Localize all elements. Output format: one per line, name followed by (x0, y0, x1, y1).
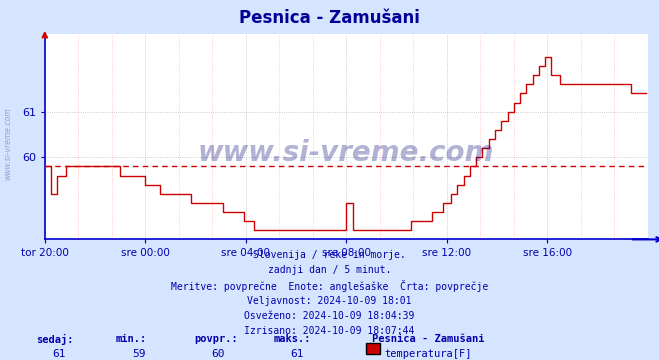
Text: Slovenija / reke in morje.: Slovenija / reke in morje. (253, 250, 406, 260)
Text: 60: 60 (211, 349, 224, 359)
Text: Pesnica - Zamušani: Pesnica - Zamušani (239, 9, 420, 27)
Text: Meritve: povprečne  Enote: anglešaške  Črta: povprečje: Meritve: povprečne Enote: anglešaške Črt… (171, 280, 488, 292)
Text: zadnji dan / 5 minut.: zadnji dan / 5 minut. (268, 265, 391, 275)
Text: sedaj:: sedaj: (36, 334, 74, 345)
Text: www.si-vreme.com: www.si-vreme.com (198, 139, 494, 167)
Text: povpr.:: povpr.: (194, 334, 238, 344)
Text: 61: 61 (53, 349, 66, 359)
Text: temperatura[F]: temperatura[F] (384, 349, 472, 359)
Text: Osveženo: 2024-10-09 18:04:39: Osveženo: 2024-10-09 18:04:39 (244, 311, 415, 321)
Text: maks.:: maks.: (273, 334, 311, 344)
Text: 61: 61 (290, 349, 303, 359)
Text: Veljavnost: 2024-10-09 18:01: Veljavnost: 2024-10-09 18:01 (247, 296, 412, 306)
Text: min.:: min.: (115, 334, 146, 344)
Text: 59: 59 (132, 349, 145, 359)
Text: Pesnica - Zamušani: Pesnica - Zamušani (372, 334, 485, 344)
Text: www.si-vreme.com: www.si-vreme.com (3, 108, 13, 180)
Text: Izrisano: 2024-10-09 18:07:44: Izrisano: 2024-10-09 18:07:44 (244, 326, 415, 336)
